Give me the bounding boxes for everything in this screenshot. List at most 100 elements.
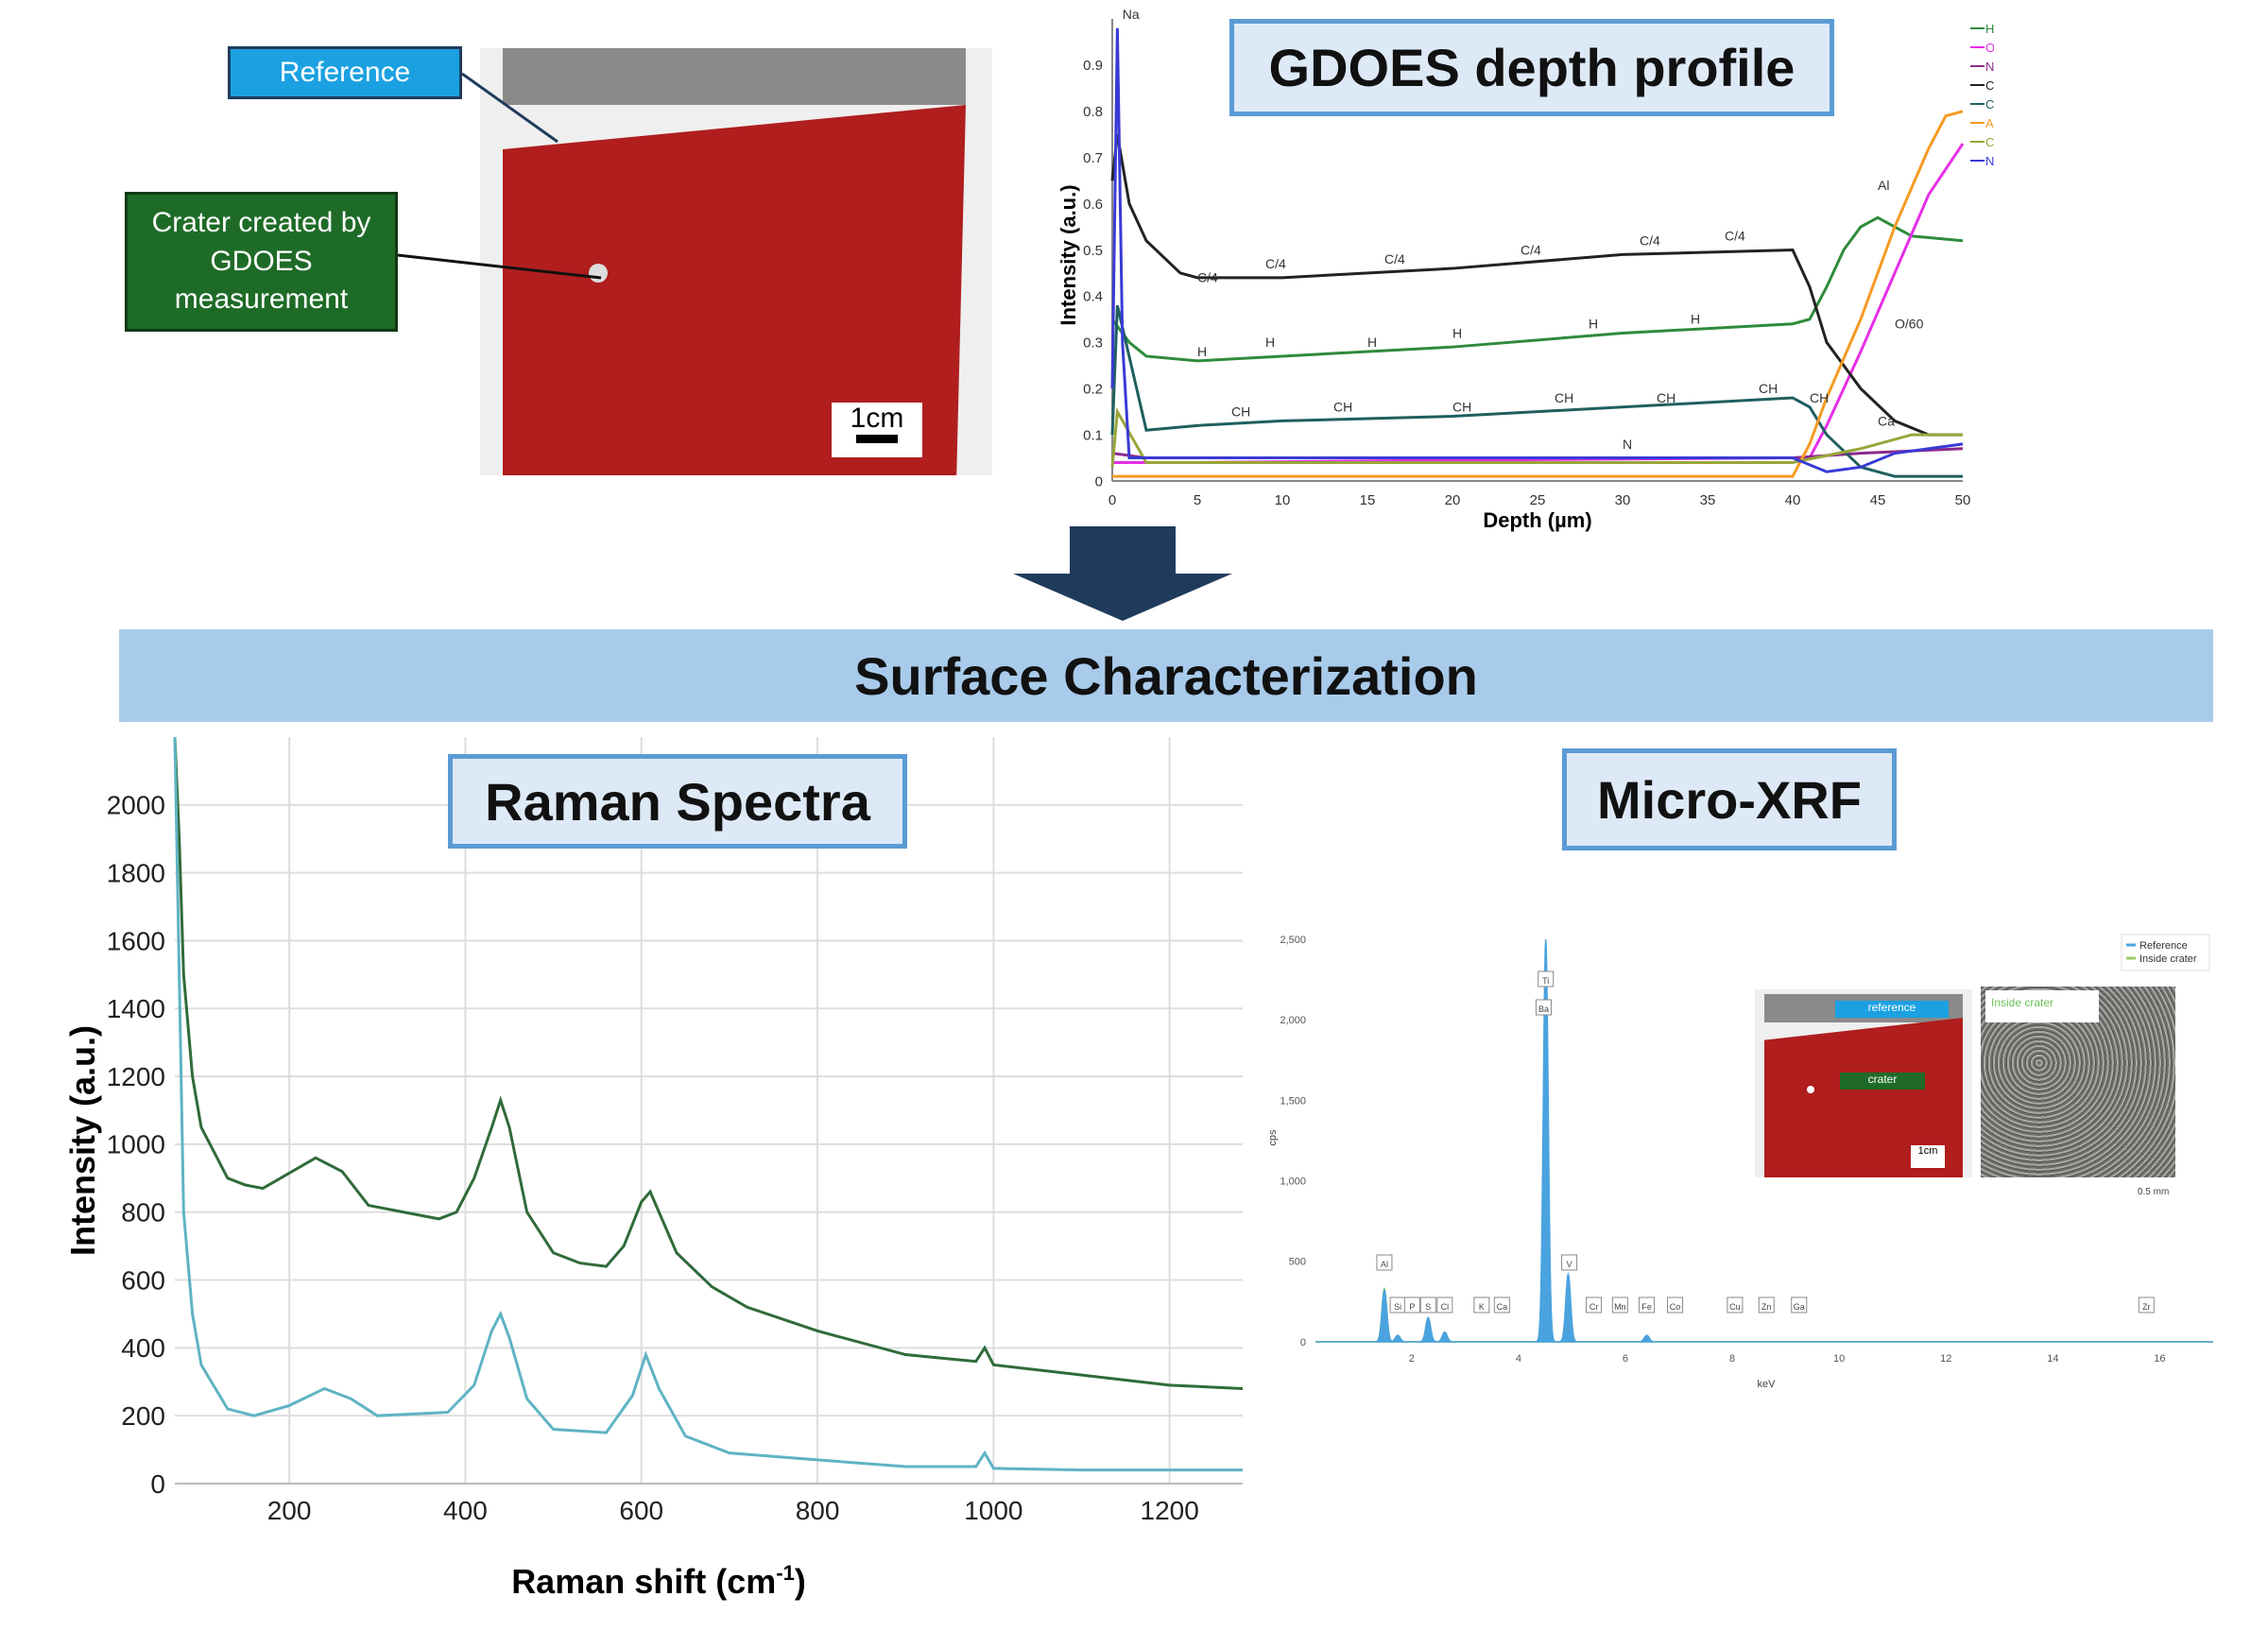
legend-label: O/60 bbox=[1985, 41, 1994, 55]
series-line-Ca bbox=[1110, 406, 1963, 468]
y-tick-label: 0.5 bbox=[1083, 243, 1103, 259]
y-tick-label: 0 bbox=[1095, 473, 1103, 489]
y-tick-label: 1,500 bbox=[1280, 1095, 1306, 1107]
series-annotation: C/4 bbox=[1197, 270, 1218, 285]
y-tick-label: 0.4 bbox=[1083, 289, 1103, 305]
x-axis-label: Depth (µm) bbox=[1483, 508, 1591, 532]
legend-label: N bbox=[1985, 60, 1994, 74]
series-line-CH bbox=[1110, 304, 1963, 478]
x-tick-label: 400 bbox=[443, 1496, 488, 1525]
x-tick-label: 12 bbox=[1940, 1353, 1951, 1365]
series-annotation: H bbox=[1367, 335, 1377, 350]
y-tick-label: 0 bbox=[150, 1469, 165, 1499]
series-annotation: H bbox=[1589, 317, 1598, 332]
x-tick-label: 30 bbox=[1615, 492, 1631, 508]
series-annotation: H bbox=[1265, 335, 1275, 350]
xrf-chart: 2 4 6 8 10 12 14 16 0 500 1,000 1,500 2,000 2,500 Al Si… bbox=[1267, 934, 2213, 1390]
element-marker-box bbox=[1376, 1254, 1393, 1271]
element-label: Ga bbox=[1794, 1302, 1805, 1312]
series-annotation: H bbox=[1452, 325, 1462, 340]
element-marker-box bbox=[1586, 1296, 1603, 1313]
y-tick-label: 2000 bbox=[107, 791, 165, 820]
series-annotation: CH bbox=[1657, 390, 1675, 405]
series-annotation: CH bbox=[1810, 390, 1829, 405]
y-tick-label: 1200 bbox=[107, 1062, 165, 1091]
x-tick-label: 15 bbox=[1360, 492, 1376, 508]
element-marker-box bbox=[1639, 1296, 1656, 1313]
x-tick-label: 2 bbox=[1409, 1353, 1415, 1365]
y-tick-label: 1400 bbox=[107, 994, 165, 1023]
element-label: Cu bbox=[1729, 1302, 1741, 1312]
x-tick-label: 45 bbox=[1870, 492, 1886, 508]
y-tick-label: 2,500 bbox=[1280, 935, 1306, 946]
y-tick-label: 0.2 bbox=[1083, 381, 1103, 397]
x-tick-label: 35 bbox=[1700, 492, 1716, 508]
reference-leader bbox=[461, 72, 558, 144]
element-label: Ti bbox=[1542, 976, 1549, 986]
legend-label: CH bbox=[1985, 97, 1994, 112]
legend-label: H bbox=[1985, 22, 1994, 36]
x-tick-label: 20 bbox=[1445, 492, 1461, 508]
legend-box bbox=[2121, 934, 2210, 971]
series-line-Al bbox=[1112, 110, 1964, 478]
scale-text: 1cm bbox=[850, 403, 904, 434]
y-tick-label: 200 bbox=[121, 1401, 165, 1431]
y-tick-label: 800 bbox=[121, 1198, 165, 1228]
x-tick-label: 25 bbox=[1530, 492, 1546, 508]
reference-label: Reference bbox=[228, 46, 462, 99]
y-tick-label: 0.7 bbox=[1083, 150, 1103, 166]
y-tick-label: 500 bbox=[1289, 1257, 1306, 1268]
xrf-spectrum-reference bbox=[1315, 938, 2213, 1343]
x-tick-label: 4 bbox=[1516, 1353, 1521, 1365]
y-tick-label: 1000 bbox=[107, 1130, 165, 1159]
x-tick-label: 14 bbox=[2047, 1353, 2058, 1365]
x-tick-label: 5 bbox=[1194, 492, 1201, 508]
y-tick-label: 0.6 bbox=[1083, 197, 1103, 213]
element-label: V bbox=[1567, 1260, 1572, 1269]
inset-crater-spot bbox=[1807, 1086, 1814, 1093]
series-annotation: CH bbox=[1231, 404, 1250, 420]
x-tick-label: 40 bbox=[1785, 492, 1801, 508]
element-marker-box bbox=[1611, 1296, 1628, 1313]
x-tick-label: 16 bbox=[2154, 1353, 2165, 1365]
x-axis-label: Raman shift (cm-1) bbox=[511, 1561, 806, 1601]
series-annotation: H bbox=[1691, 312, 1700, 327]
series-annotation: C/4 bbox=[1384, 251, 1405, 266]
x-tick-label: 50 bbox=[1955, 492, 1971, 508]
element-marker-box bbox=[1473, 1296, 1490, 1313]
crater-leader bbox=[397, 253, 602, 280]
y-tick-label: 1600 bbox=[107, 926, 165, 955]
x-tick-label: 1200 bbox=[1141, 1496, 1199, 1525]
y-tick-label: 0.3 bbox=[1083, 335, 1103, 352]
x-tick-label: 1000 bbox=[964, 1496, 1022, 1525]
xrf-title: Micro-XRF bbox=[1562, 748, 1897, 850]
y-tick-label: 0.9 bbox=[1083, 58, 1103, 74]
series-annotation: C/4 bbox=[1265, 256, 1286, 271]
y-axis-label: cps bbox=[1267, 1129, 1279, 1146]
y-tick-label: 1,000 bbox=[1280, 1176, 1306, 1187]
series-annotation: CH bbox=[1555, 390, 1573, 405]
element-marker-box bbox=[1538, 970, 1555, 987]
gdoes-chart: 0 5 10 15 20 25 30 35 40 45 50 0 0.1 0.2 0.3 0.4 0.5 0.6 0… bbox=[1057, 9, 1994, 532]
series-line-C/4 bbox=[1110, 133, 1963, 437]
xrf-inset-photo: reference crater 1cm bbox=[1755, 989, 1972, 1177]
down-arrow-icon bbox=[1013, 526, 1232, 621]
legend-label: Reference bbox=[2139, 940, 2188, 952]
y-tick-label: 2,000 bbox=[1280, 1015, 1306, 1026]
x-tick-label: 0 bbox=[1108, 492, 1116, 508]
element-label: Ca bbox=[1497, 1302, 1508, 1312]
inset-scale-bar: 1cm bbox=[1911, 1145, 1945, 1168]
scale-bar: 1cm bbox=[832, 403, 922, 457]
element-marker-box bbox=[1493, 1296, 1510, 1313]
element-label: Cl bbox=[1441, 1302, 1450, 1312]
legend-label: Al bbox=[1985, 116, 1994, 130]
x-axis-label: keV bbox=[1758, 1379, 1777, 1390]
y-axis-label: Intensity (a.u.) bbox=[63, 1025, 102, 1256]
callout-lines bbox=[397, 72, 602, 280]
x-tick-label: 10 bbox=[1833, 1353, 1845, 1365]
y-tick-label: 600 bbox=[121, 1265, 165, 1295]
element-marker-box bbox=[1419, 1296, 1436, 1313]
element-marker-box bbox=[1791, 1296, 1808, 1313]
y-tick-label: 0.1 bbox=[1083, 427, 1103, 443]
element-marker-box bbox=[2138, 1296, 2155, 1313]
